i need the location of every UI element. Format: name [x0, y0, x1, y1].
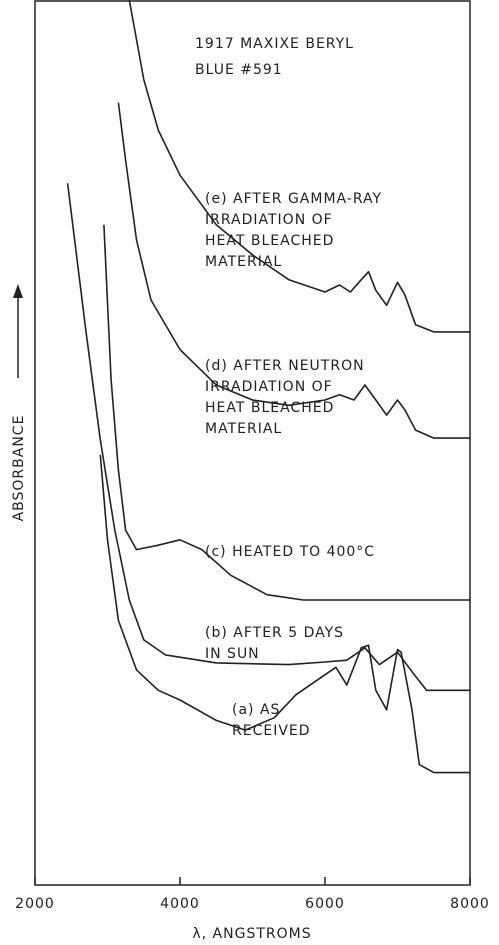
- chart-title: BLUE #591: [195, 62, 283, 78]
- curve-label: RECEIVED: [232, 723, 311, 739]
- curve-label: IRRADIATION OF: [205, 379, 333, 395]
- curve-label: (c) HEATED TO 400°C: [205, 544, 375, 560]
- curve-label: (a) AS: [232, 702, 280, 718]
- spectrum-line: [103, 224, 470, 601]
- spectrum-line: [128, 0, 470, 333]
- curve-label: MATERIAL: [205, 421, 282, 437]
- curve-label: (d) AFTER NEUTRON: [205, 358, 365, 374]
- x-tick-label: 6000: [305, 896, 345, 912]
- plot-frame: [34, 0, 471, 886]
- x-tick-label: 4000: [160, 896, 200, 912]
- curve-label: (e) AFTER GAMMA-RAY: [205, 191, 382, 207]
- curve-label: IN SUN: [205, 646, 260, 662]
- x-axis-label: λ, ANGSTROMS: [192, 926, 311, 942]
- x-tick-label: 8000: [450, 896, 490, 912]
- curve-label: MATERIAL: [205, 254, 282, 270]
- spectrum-line: [117, 102, 470, 439]
- x-tick-label: 2000: [15, 896, 55, 912]
- chart-title: 1917 MAXIXE BERYL: [195, 36, 354, 52]
- y-axis-arrowhead: [13, 284, 23, 298]
- curve-label: IRRADIATION OF: [205, 212, 333, 228]
- curve-label: HEAT BLEACHED: [205, 233, 334, 249]
- curve-label: HEAT BLEACHED: [205, 400, 334, 416]
- spectrum-line: [99, 454, 470, 774]
- curve-label: (b) AFTER 5 DAYS: [205, 625, 344, 641]
- y-axis-label: ABSORBANCE: [11, 415, 27, 522]
